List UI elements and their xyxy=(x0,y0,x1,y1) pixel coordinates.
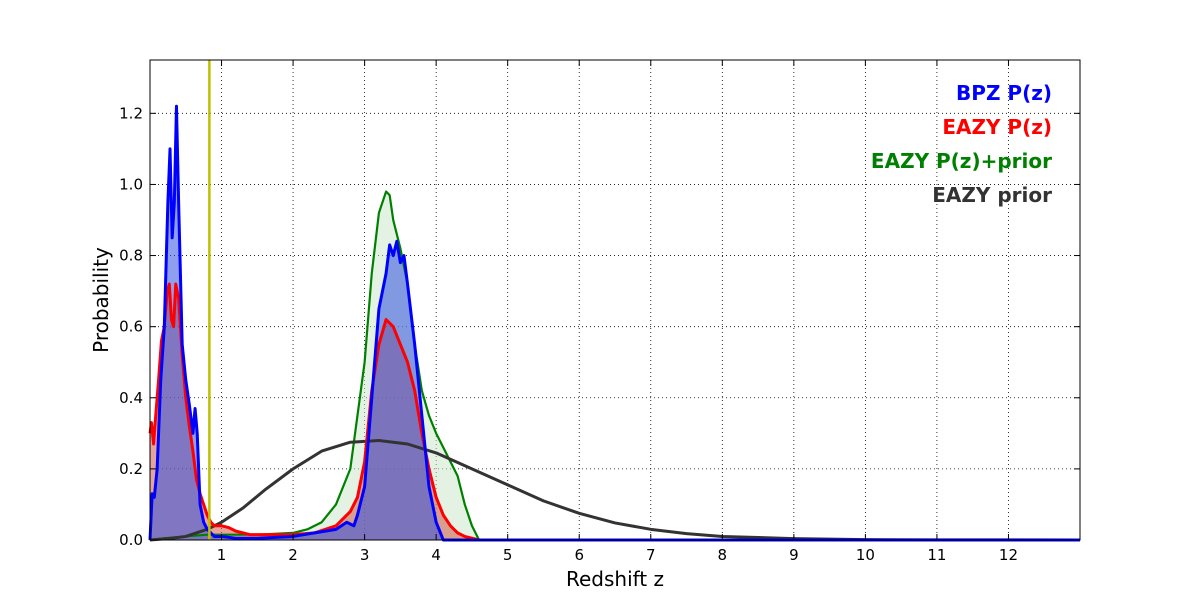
series-line-eazy-p-z- xyxy=(148,282,1080,542)
x-tick-label: 10 xyxy=(856,546,875,564)
series-line-eazy-prior xyxy=(149,438,1081,542)
x-tick-label: 4 xyxy=(431,546,441,564)
fill-layer xyxy=(150,106,1080,541)
series-fill-eazy-p-z- xyxy=(150,284,1080,540)
x-axis-label: Redshift z xyxy=(566,567,664,591)
series-fill-eazy-p-z-prior xyxy=(150,191,1080,541)
series-line-bpz-p-z- xyxy=(148,104,1080,542)
y-axis-label: Probability xyxy=(89,247,113,353)
tick-layer: 1 2 3 4 5 6 7 8 9 10 11 120.00.20.40.60.81.01.2 xyxy=(119,60,1080,564)
legend-entry: EAZY P(z) xyxy=(942,115,1052,139)
series-fill-bpz-p-z- xyxy=(150,106,1080,540)
y-tick-label: 0.6 xyxy=(119,318,143,336)
y-tick-label: 1.2 xyxy=(119,104,143,122)
x-tick-label: 3 xyxy=(360,546,370,564)
legend-entry: EAZY P(z)+prior xyxy=(871,149,1052,173)
x-tick-label: 12 xyxy=(999,546,1018,564)
x-tick-label: 9 xyxy=(789,546,799,564)
x-tick-label: 5 xyxy=(503,546,513,564)
grid-layer xyxy=(150,60,1080,541)
y-tick-label: 1.0 xyxy=(119,175,143,193)
y-tick-label: 0.4 xyxy=(119,389,143,407)
legend-entry: EAZY prior xyxy=(932,183,1052,207)
legend: BPZ P(z) EAZY P(z) EAZY P(z)+prior EAZY pri… xyxy=(871,81,1052,207)
x-tick-label: 8 xyxy=(718,546,728,564)
legend-entry: BPZ P(z) xyxy=(956,81,1052,105)
x-tick-label: 7 xyxy=(646,546,656,564)
y-tick-label: 0.8 xyxy=(119,247,143,265)
x-tick-label: 1 xyxy=(217,546,227,564)
series-line-eazy-p-z-prior xyxy=(149,190,1080,542)
x-tick-label: 11 xyxy=(927,546,946,564)
y-tick-label: 0.2 xyxy=(119,460,143,478)
x-tick-label: 6 xyxy=(574,546,584,564)
x-tick-label: 2 xyxy=(288,546,298,564)
plot-frame xyxy=(149,59,1081,541)
y-tick-label: 0.0 xyxy=(119,531,143,549)
